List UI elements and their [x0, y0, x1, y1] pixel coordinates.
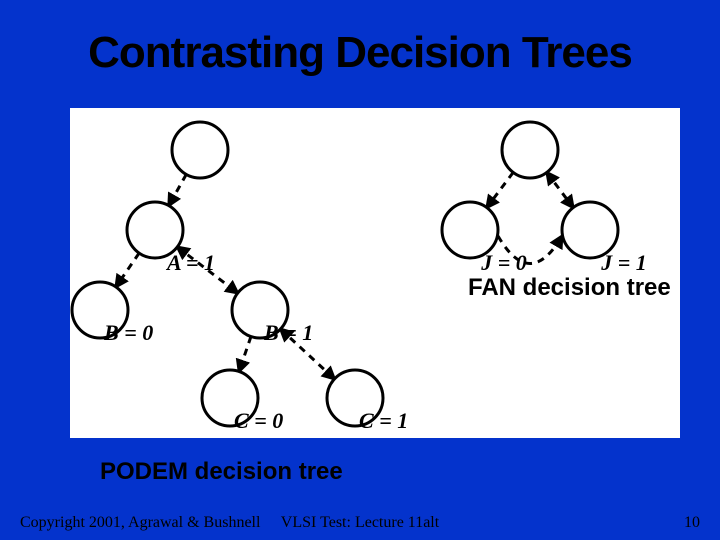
- svg-text:C = 1: C = 1: [359, 408, 408, 433]
- caption-fan: FAN decision tree: [468, 274, 671, 302]
- svg-text:C = 0: C = 0: [234, 408, 283, 433]
- figure-area: A = 1 B = 0 B = 1 C = 0 C = 1 J = 0 J = 1: [70, 108, 680, 438]
- decision-trees-svg: A = 1 B = 0 B = 1 C = 0 C = 1 J = 0 J = 1: [70, 108, 680, 438]
- lecture-text: VLSI Test: Lecture 11alt: [0, 514, 720, 532]
- slide-title: Contrasting Decision Trees: [0, 28, 720, 78]
- svg-text:J = 1: J = 1: [600, 250, 647, 275]
- svg-text:B = 1: B = 1: [263, 320, 313, 345]
- caption-podem: PODEM decision tree: [100, 458, 343, 486]
- svg-text:B = 0: B = 0: [103, 320, 153, 345]
- page-number: 10: [684, 514, 700, 532]
- svg-text:A = 1: A = 1: [165, 250, 215, 275]
- slide: Contrasting Decision Trees A = 1 B = 0 B =…: [0, 0, 720, 540]
- svg-text:J = 0: J = 0: [480, 250, 527, 275]
